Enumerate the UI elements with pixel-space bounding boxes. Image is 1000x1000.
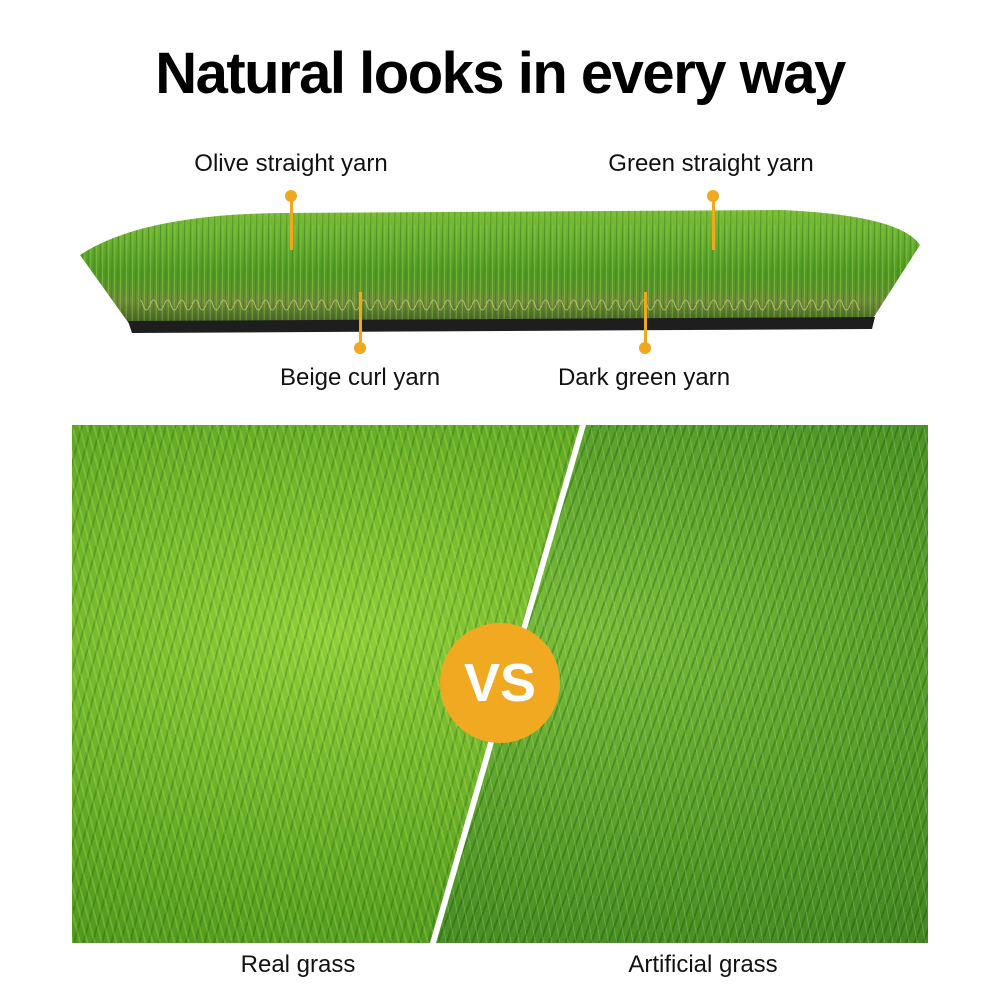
pointer-line-green [712, 196, 715, 250]
vs-badge: VS [440, 623, 560, 743]
pointer-dot-green [707, 190, 719, 202]
pointer-line-beige [359, 292, 362, 348]
pointer-dot-dark-green [639, 342, 651, 354]
label-olive-yarn: Olive straight yarn [194, 150, 388, 177]
pointer-dot-olive [285, 190, 297, 202]
label-artificial-grass: Artificial grass [628, 951, 778, 978]
pointer-line-olive [290, 196, 293, 250]
label-green-yarn: Green straight yarn [608, 150, 814, 177]
headline: Natural looks in every way [155, 41, 846, 106]
label-dark-green-yarn: Dark green yarn [557, 364, 731, 391]
label-real-grass: Real grass [240, 951, 356, 978]
turf-sample-image [80, 210, 920, 333]
label-beige-yarn: Beige curl yarn [279, 364, 441, 391]
pointer-dot-beige [354, 342, 366, 354]
pointer-line-dark-green [644, 292, 647, 348]
